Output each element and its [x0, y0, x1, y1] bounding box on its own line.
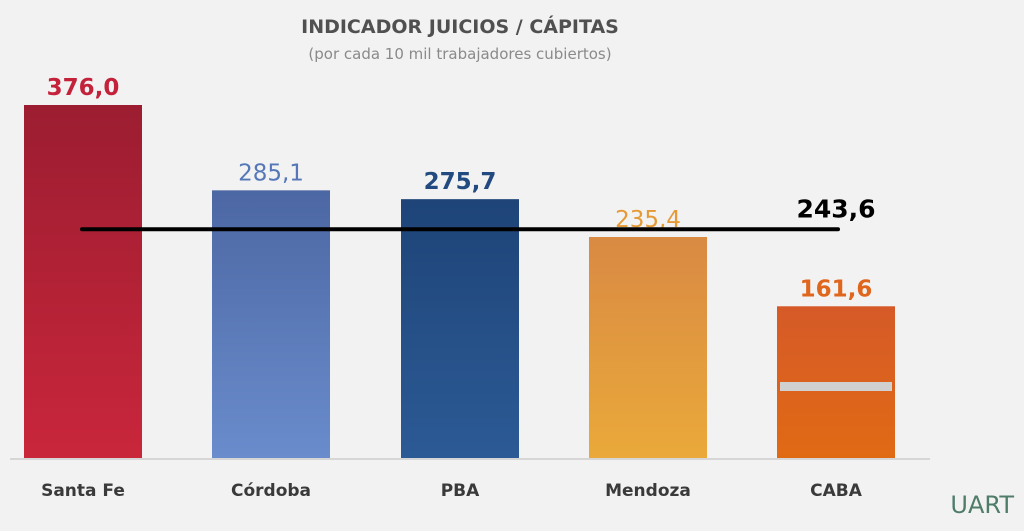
category-label: CABA	[810, 481, 863, 501]
bar-santa-fe	[24, 105, 142, 458]
chart-subtitle: (por cada 10 mil trabajadores cubiertos)	[308, 45, 612, 63]
value-label: 376,0	[47, 75, 120, 101]
bar-córdoba	[212, 190, 330, 458]
category-label: Córdoba	[231, 481, 311, 501]
uart-logo: UART	[950, 491, 1014, 519]
category-label: Mendoza	[605, 481, 691, 501]
average-label: 243,6	[796, 194, 875, 223]
chart-title: INDICADOR JUICIOS / CÁPITAS	[301, 16, 619, 38]
bar-mendoza	[589, 236, 707, 458]
bar-marker	[780, 382, 892, 391]
bar-pba	[401, 199, 519, 459]
category-label: Santa Fe	[41, 481, 125, 501]
bars-layer	[10, 105, 930, 460]
value-label: 275,7	[424, 169, 497, 195]
category-label: PBA	[441, 481, 480, 501]
value-label: 285,1	[238, 160, 304, 186]
value-label: 161,6	[800, 276, 873, 302]
